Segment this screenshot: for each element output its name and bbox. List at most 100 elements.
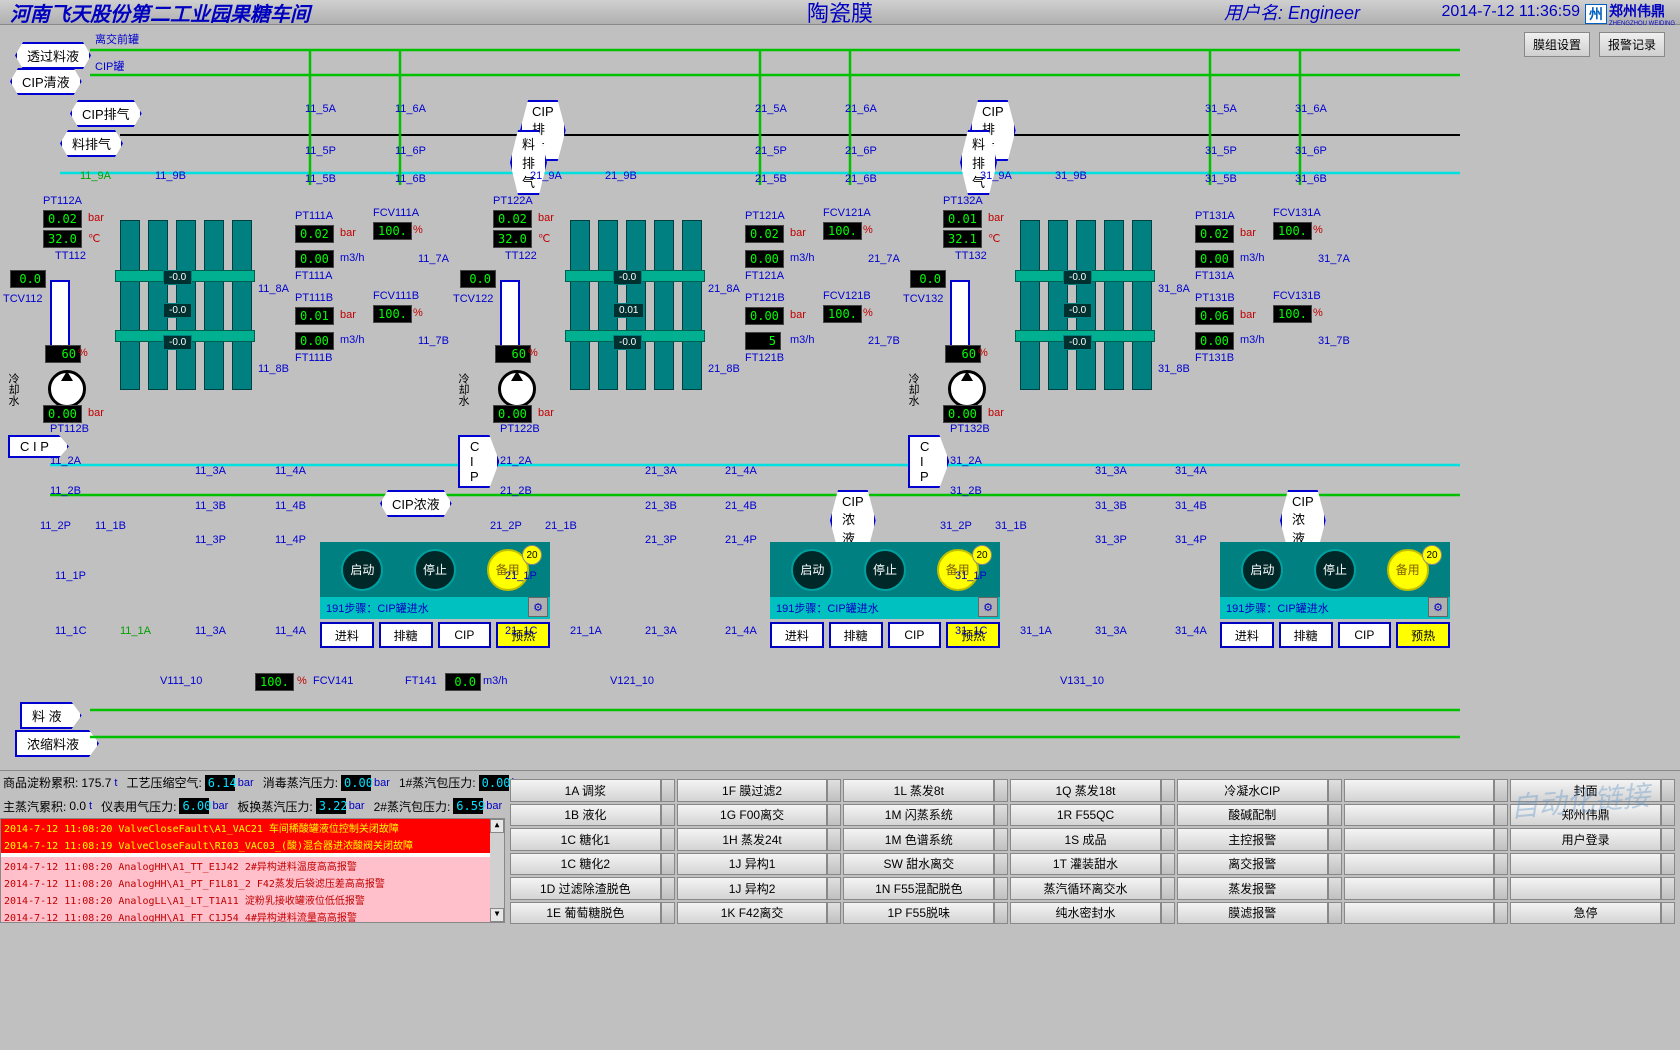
nav-side-button[interactable] (1494, 902, 1508, 925)
nav-side-button[interactable] (661, 779, 675, 802)
nav-button[interactable]: 1F 膜过滤2 (677, 779, 828, 802)
nav-button[interactable]: 用户登录 (1510, 828, 1661, 851)
nav-button[interactable]: 1K F42离交 (677, 902, 828, 925)
nav-button[interactable] (1510, 853, 1661, 876)
alarm-row[interactable]: 2014-7-12 11:08:19 ValveCloseFault\RI03_… (1, 836, 504, 853)
nav-side-button[interactable] (1661, 877, 1675, 900)
nav-button[interactable]: 纯水密封水 (1010, 902, 1161, 925)
nav-button[interactable]: 1B 液化 (510, 804, 661, 827)
nav-side-button[interactable] (1328, 828, 1342, 851)
nav-button[interactable]: 1H 蒸发24t (677, 828, 828, 851)
nav-side-button[interactable] (1161, 877, 1175, 900)
nav-button[interactable]: 主控报警 (1177, 828, 1328, 851)
nav-side-button[interactable] (1161, 853, 1175, 876)
nav-side-button[interactable] (1328, 804, 1342, 827)
nav-button[interactable]: 封面 (1510, 779, 1661, 802)
nav-side-button[interactable] (1494, 779, 1508, 802)
nav-side-button[interactable] (1494, 877, 1508, 900)
alarm-row[interactable]: 2014-7-12 11:08:20 AnalogHH\A1_FT_C1J54 … (1, 908, 504, 923)
nav-button[interactable]: 1R F55QC (1010, 804, 1161, 827)
nav-side-button[interactable] (661, 902, 675, 925)
nav-side-button[interactable] (1161, 902, 1175, 925)
nav-side-button[interactable] (994, 828, 1008, 851)
start-button-3[interactable]: 启动 (1241, 549, 1283, 591)
nav-side-button[interactable] (1328, 853, 1342, 876)
pump-3[interactable] (948, 370, 986, 408)
nav-button[interactable] (1344, 877, 1495, 900)
nav-side-button[interactable] (994, 853, 1008, 876)
nav-button[interactable]: 1J 异构1 (677, 853, 828, 876)
nav-button[interactable]: 郑州伟鼎 (1510, 804, 1661, 827)
nav-button[interactable]: 1C 糖化1 (510, 828, 661, 851)
nav-button[interactable]: 1G F00离交 (677, 804, 828, 827)
nav-side-button[interactable] (994, 902, 1008, 925)
nav-button[interactable]: 冷凝水CIP (1177, 779, 1328, 802)
nav-side-button[interactable] (661, 877, 675, 900)
mode-sugar-3[interactable]: 排糖 (1279, 622, 1333, 648)
nav-side-button[interactable] (994, 779, 1008, 802)
nav-side-button[interactable] (1494, 804, 1508, 827)
cip-nongye-1[interactable]: CIP浓液 (380, 490, 452, 517)
nav-side-button[interactable] (827, 779, 841, 802)
nav-side-button[interactable] (827, 828, 841, 851)
cip-paiqi-1[interactable]: CIP排气 (70, 100, 142, 127)
pump-2[interactable] (498, 370, 536, 408)
mode-feed-3[interactable]: 进料 (1220, 622, 1274, 648)
start-button-2[interactable]: 启动 (791, 549, 833, 591)
nav-side-button[interactable] (1661, 853, 1675, 876)
nav-button[interactable] (1344, 779, 1495, 802)
nav-button[interactable]: 酸碱配制 (1177, 804, 1328, 827)
nav-side-button[interactable] (1161, 804, 1175, 827)
nav-side-button[interactable] (827, 804, 841, 827)
alarm-scrollbar[interactable]: ▲ ▼ (490, 819, 504, 922)
nav-button[interactable]: 蒸汽循环离交水 (1010, 877, 1161, 900)
alarm-row[interactable]: 2014-7-12 11:08:20 ValveCloseFault\A1_VA… (1, 819, 504, 836)
nav-button[interactable]: 1N F55混配脱色 (843, 877, 994, 900)
nav-side-button[interactable] (1328, 877, 1342, 900)
nav-side-button[interactable] (661, 804, 675, 827)
pump-1[interactable] (48, 370, 86, 408)
nav-button[interactable]: 1S 成品 (1010, 828, 1161, 851)
liao-paiqi-1[interactable]: 料排气 (60, 130, 123, 157)
nav-button[interactable]: SW 甜水离交 (843, 853, 994, 876)
stop-button-1[interactable]: 停止 (414, 549, 456, 591)
stop-button-2[interactable]: 停止 (864, 549, 906, 591)
nav-button[interactable]: 1L 蒸发8t (843, 779, 994, 802)
nav-button[interactable]: 1T 灌装甜水 (1010, 853, 1161, 876)
nav-side-button[interactable] (827, 853, 841, 876)
nav-button[interactable]: 1M 闪蒸系统 (843, 804, 994, 827)
nav-button[interactable]: 急停 (1510, 902, 1661, 925)
nav-button[interactable]: 膜滤报警 (1177, 902, 1328, 925)
nav-button[interactable] (1344, 853, 1495, 876)
nav-side-button[interactable] (827, 877, 841, 900)
nav-side-button[interactable] (1661, 902, 1675, 925)
scroll-down-icon[interactable]: ▼ (490, 908, 504, 922)
mode-cip-1[interactable]: CIP (438, 622, 492, 648)
nav-button[interactable]: 1M 色谱系统 (843, 828, 994, 851)
nav-side-button[interactable] (994, 877, 1008, 900)
nav-button[interactable]: 1Q 蒸发18t (1010, 779, 1161, 802)
nav-button[interactable] (1510, 877, 1661, 900)
alarm-row[interactable]: 2014-7-12 11:08:20 AnalogHH\A1_PT_F1L81_… (1, 874, 504, 891)
nav-side-button[interactable] (994, 804, 1008, 827)
nav-side-button[interactable] (1494, 828, 1508, 851)
nav-side-button[interactable] (1161, 828, 1175, 851)
gear-icon[interactable]: ⚙ (978, 597, 998, 617)
nav-side-button[interactable] (1661, 804, 1675, 827)
nav-button[interactable]: 1C 糖化2 (510, 853, 661, 876)
nav-button[interactable]: 1P F55脱味 (843, 902, 994, 925)
mode-cip-2[interactable]: CIP (888, 622, 942, 648)
nav-button[interactable]: 1E 葡萄糖脱色 (510, 902, 661, 925)
nav-button[interactable]: 离交报警 (1177, 853, 1328, 876)
nav-side-button[interactable] (1328, 779, 1342, 802)
nav-side-button[interactable] (661, 828, 675, 851)
nav-button[interactable] (1344, 828, 1495, 851)
nav-button[interactable]: 蒸发报警 (1177, 877, 1328, 900)
nav-side-button[interactable] (1661, 779, 1675, 802)
mode-sugar-1[interactable]: 排糖 (379, 622, 433, 648)
alarm-row[interactable]: 2014-7-12 11:08:20 AnalogLL\A1_LT_T1A11 … (1, 891, 504, 908)
nav-side-button[interactable] (1661, 828, 1675, 851)
alarm-row[interactable]: 2014-7-12 11:08:20 AnalogHH\A1_TT_E1J42 … (1, 857, 504, 874)
start-button-1[interactable]: 启动 (341, 549, 383, 591)
nav-side-button[interactable] (827, 902, 841, 925)
